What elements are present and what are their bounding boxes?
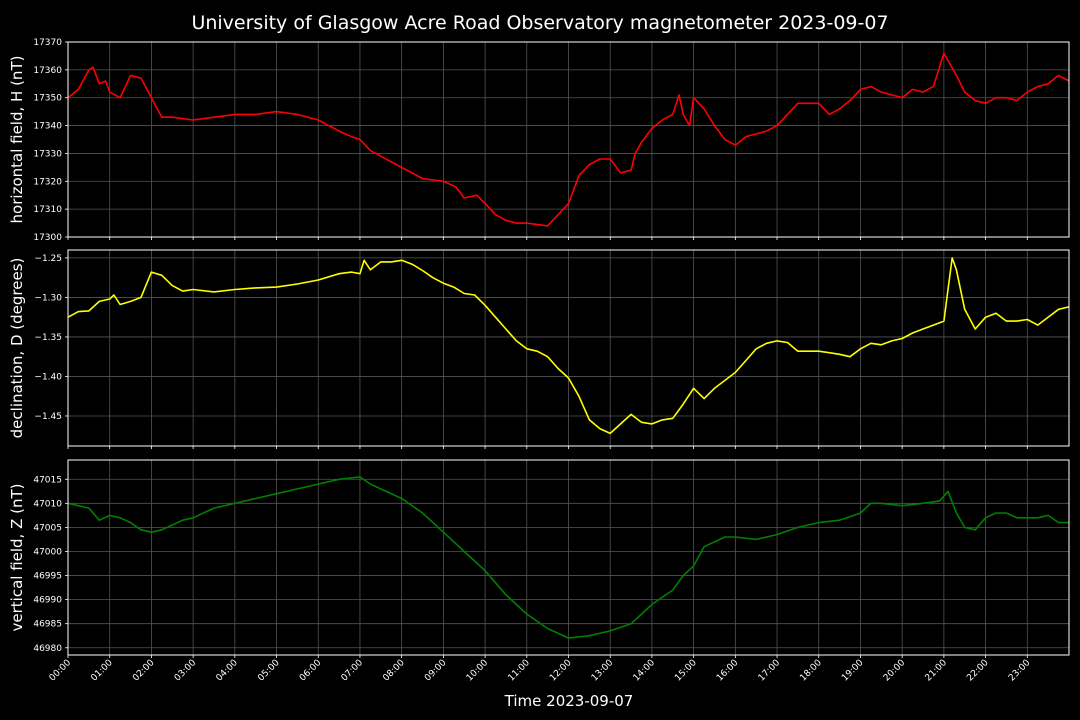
series-line-vertical-field bbox=[67, 476, 1069, 639]
y-tick-label: −1.45 bbox=[34, 412, 62, 422]
series-line-declination bbox=[67, 257, 1070, 435]
ylabel-vertical-field: vertical field, Z (nT) bbox=[8, 483, 26, 631]
y-tick-label: 17340 bbox=[33, 122, 62, 132]
y-tick-label: −1.25 bbox=[34, 254, 62, 264]
ylabel-declination: declination, D (degrees) bbox=[8, 258, 26, 439]
y-tick-label: 17320 bbox=[33, 177, 62, 187]
panel-frame bbox=[67, 249, 1070, 447]
y-tick-label: 47010 bbox=[33, 499, 62, 509]
x-axis-label: Time 2023-09-07 bbox=[504, 692, 634, 710]
y-tick-label: 17370 bbox=[33, 38, 62, 48]
panel-frame bbox=[67, 459, 1070, 656]
series-line-horizontal-field bbox=[67, 52, 1070, 227]
y-tick-label: −1.35 bbox=[34, 333, 62, 343]
panel-horizontal-field: horizontal field, H (nT) 17300 17310 17320… bbox=[8, 38, 1070, 243]
y-tick-label: 46995 bbox=[33, 572, 62, 582]
chart-title: University of Glasgow Acre Road Observat… bbox=[191, 12, 888, 34]
ylabel-horizontal-field: horizontal field, H (nT) bbox=[8, 56, 26, 224]
y-tick-label: −1.30 bbox=[34, 293, 62, 303]
y-tick-label: 47005 bbox=[33, 523, 62, 533]
panel-vertical-field: vertical field, Z (nT) 46980 46985 46990 46… bbox=[8, 459, 1070, 658]
y-tick-label: 46990 bbox=[33, 596, 62, 606]
y-tick-label: 47000 bbox=[33, 547, 62, 557]
y-tick-label: 47015 bbox=[33, 475, 62, 485]
y-tick-label: −1.40 bbox=[34, 372, 62, 382]
y-tick-label: 46980 bbox=[33, 644, 62, 654]
panel-frame bbox=[67, 41, 1070, 238]
y-tick-label: 46985 bbox=[33, 620, 62, 630]
y-tick-label: 17330 bbox=[33, 149, 62, 159]
panel-declination: declination, D (degrees) −1.45 −1.40 −1.35… bbox=[8, 249, 1070, 449]
y-tick-label: 17350 bbox=[33, 94, 62, 104]
y-tick-label: 17300 bbox=[33, 233, 62, 243]
y-tick-label: 17360 bbox=[33, 66, 62, 76]
y-tick-label: 17310 bbox=[33, 205, 62, 215]
